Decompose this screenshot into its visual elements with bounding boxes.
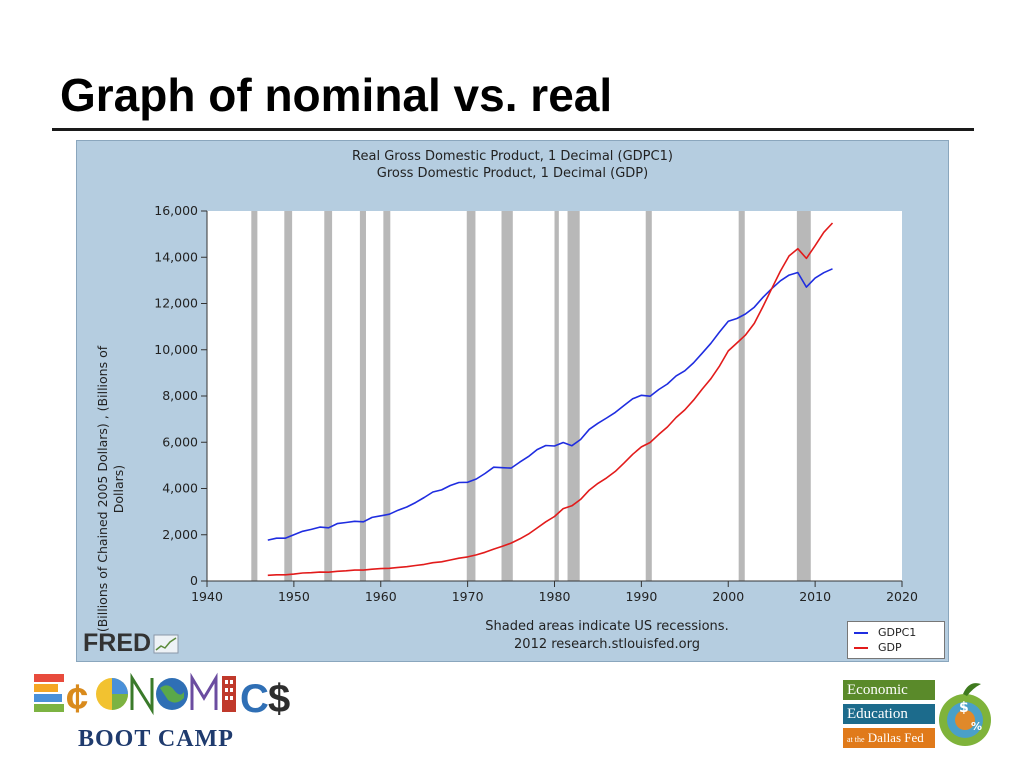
svg-text:$: $ xyxy=(959,700,969,716)
source-footnote: 2012 research.stlouisfed.org xyxy=(514,637,700,652)
dallas-logo-line-2: Education xyxy=(843,704,935,724)
dallas-fed-logo: Economic Education at the Dallas Fed $ % xyxy=(843,676,1003,754)
y-tick-label: 14,000 xyxy=(154,249,198,264)
series-line-gdp xyxy=(267,222,834,577)
x-tick-label: 2000 xyxy=(712,589,744,604)
chart-title-line-1: Real Gross Domestic Product, 1 Decimal (… xyxy=(352,149,673,164)
economics-boot-camp-logo: ¢ C $ BOOT CAMP xyxy=(34,668,296,758)
x-tick-label: 1960 xyxy=(365,589,397,604)
recession-band xyxy=(554,211,559,581)
x-tick-label: 1950 xyxy=(278,589,310,604)
fred-chart-panel: Real Gross Domestic Product, 1 Decimal (… xyxy=(76,140,949,662)
recession-band xyxy=(383,211,391,581)
y-tick-label: 12,000 xyxy=(154,296,198,311)
dallas-logo-line-3: at the Dallas Fed xyxy=(843,728,935,748)
y-tick-label: 4,000 xyxy=(162,481,198,496)
svg-text:$: $ xyxy=(268,677,290,720)
fred-logo: FRED xyxy=(83,629,179,658)
legend-swatch-gdp xyxy=(854,646,868,649)
x-tick-label: 2020 xyxy=(886,589,918,604)
y-tick-label: 16,000 xyxy=(154,203,198,218)
x-tick-label: 2010 xyxy=(799,589,831,604)
legend-label-gdp: GDP xyxy=(878,641,902,654)
legend-item-gdp: GDP xyxy=(854,640,938,655)
x-tick-label: 1980 xyxy=(539,589,571,604)
recession-band xyxy=(501,211,513,581)
economics-wordmark: ¢ C $ xyxy=(34,668,296,720)
dallas-logo-name: Dallas Fed xyxy=(867,730,924,745)
y-tick-label: 10,000 xyxy=(154,342,198,357)
recession-band xyxy=(324,211,333,581)
y-tick-label: 6,000 xyxy=(162,434,198,449)
title-divider xyxy=(52,128,974,131)
fred-mini-chart-icon xyxy=(153,634,179,653)
recession-band xyxy=(738,211,745,581)
x-tick-label: 1970 xyxy=(452,589,484,604)
slide-title: Graph of nominal vs. real xyxy=(60,69,613,121)
recession-band xyxy=(796,211,811,581)
legend-swatch-gdpc1 xyxy=(854,631,868,634)
dallas-logo-prefix: at the xyxy=(847,735,865,744)
dallas-logo-line-1: Economic xyxy=(843,680,935,700)
recession-footnote: Shaded areas indicate US recessions. xyxy=(485,619,729,634)
boot-camp-text: BOOT CAMP xyxy=(78,726,234,752)
recession-band xyxy=(567,211,580,581)
chart-title-line-2: Gross Domestic Product, 1 Decimal (GDP) xyxy=(376,166,649,181)
y-tick-label: 8,000 xyxy=(162,388,198,403)
recession-band xyxy=(466,211,476,581)
svg-text:%: % xyxy=(971,720,982,733)
chart-legend: GDPC1 GDP xyxy=(847,621,945,659)
x-tick-label: 1990 xyxy=(625,589,657,604)
svg-text:C: C xyxy=(240,677,269,720)
series-line-gdpc1 xyxy=(267,268,833,541)
legend-label-gdpc1: GDPC1 xyxy=(878,626,917,639)
legend-item-gdpc1: GDPC1 xyxy=(854,625,938,640)
svg-text:¢: ¢ xyxy=(66,677,88,720)
line-chart: 0 2,000 4,000 6,000 8,000 10,000 12,000 14,000 1… xyxy=(154,203,918,604)
y-tick-label: 0 xyxy=(190,573,198,588)
recession-band xyxy=(251,211,258,581)
recession-band xyxy=(284,211,293,581)
y-tick-label: 2,000 xyxy=(162,527,198,542)
economics-logo-art: ¢ C $ xyxy=(34,672,290,720)
x-tick-label: 1940 xyxy=(191,589,223,604)
apple-seal-icon: $ % xyxy=(939,683,991,746)
fred-logo-text: FRED xyxy=(83,629,152,657)
recession-band xyxy=(359,211,366,581)
